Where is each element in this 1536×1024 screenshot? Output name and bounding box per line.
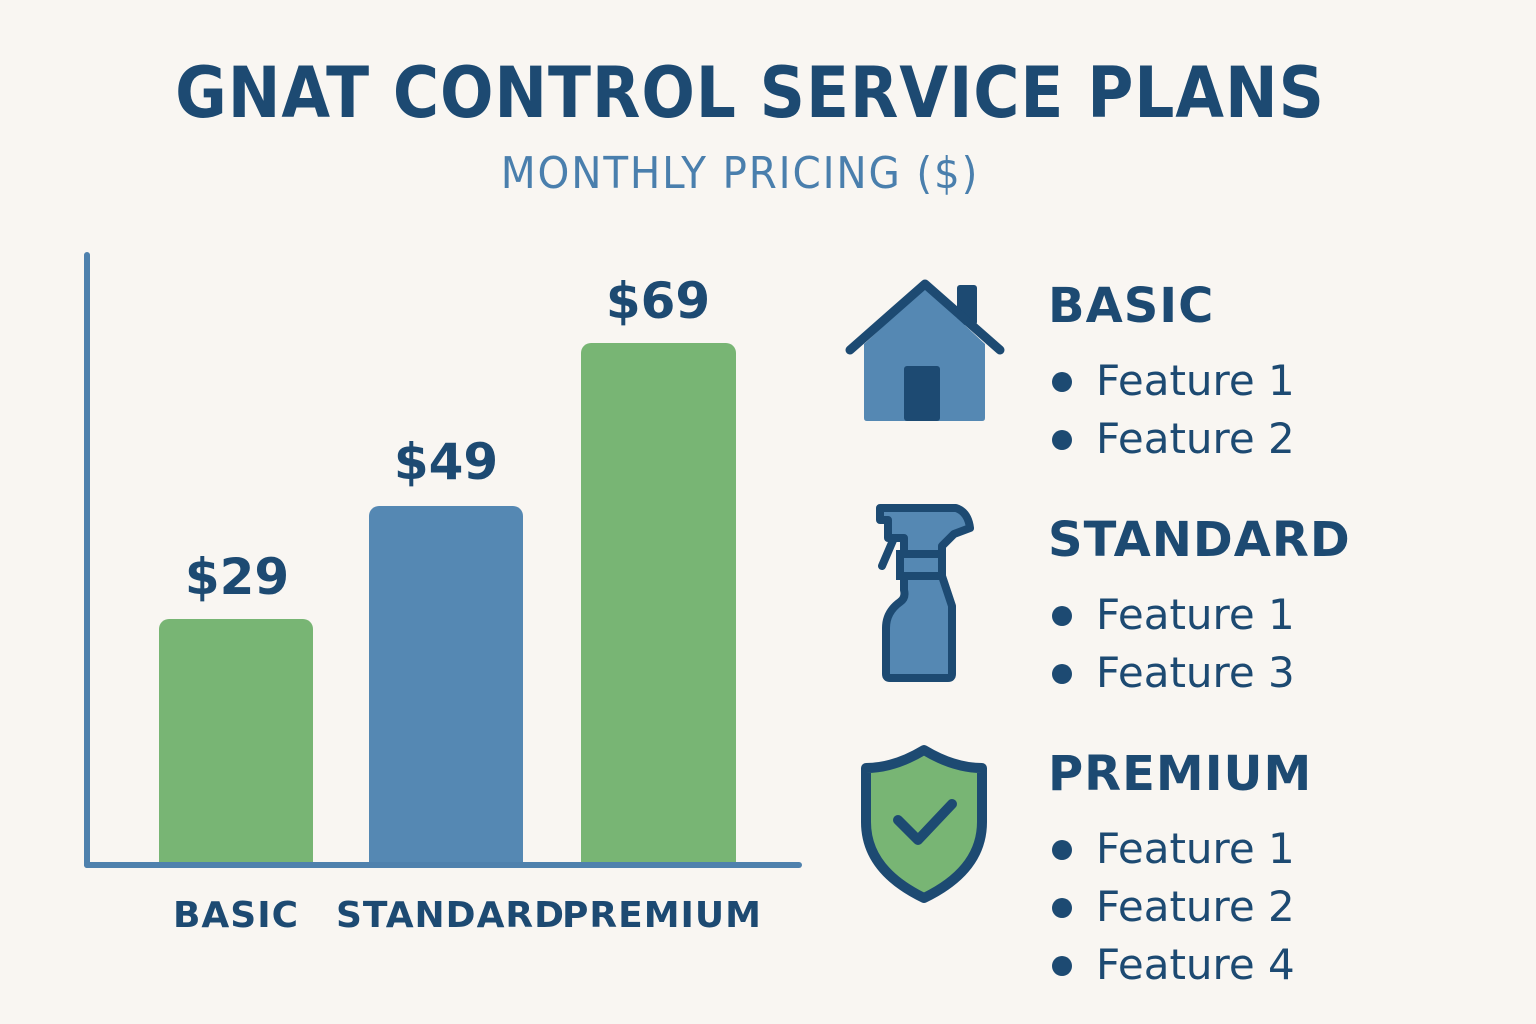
- plan-name-standard: STANDARD: [1048, 512, 1351, 568]
- plan-name-basic: BASIC: [1048, 278, 1215, 334]
- spray-bottle-icon: [870, 498, 980, 692]
- bar-basic: [159, 619, 313, 865]
- bar-label-standard: STANDARD: [336, 895, 566, 936]
- bullet-icon: [1052, 956, 1072, 976]
- house-icon: [840, 278, 1010, 432]
- feature-item: Feature 1: [1050, 586, 1295, 644]
- bar-label-basic: BASIC: [172, 895, 300, 936]
- bar-value-premium: $69: [605, 272, 711, 330]
- shield-check-icon: [854, 742, 994, 910]
- bar-value-standard: $49: [393, 433, 499, 491]
- bar-standard: [369, 506, 523, 865]
- bullet-icon: [1052, 372, 1072, 392]
- plan-basic: BASIC Feature 1 Feature 2: [840, 278, 1500, 478]
- feature-item: Feature 2: [1050, 878, 1295, 936]
- plan-premium: PREMIUM Feature 1 Feature 2 Feature 4: [840, 745, 1500, 1006]
- plan-name-premium: PREMIUM: [1048, 746, 1313, 802]
- feature-list-standard: Feature 1 Feature 3: [1050, 586, 1295, 702]
- bullet-icon: [1052, 898, 1072, 918]
- bar-value-basic: $29: [184, 548, 290, 606]
- feature-item: Feature 1: [1050, 352, 1295, 410]
- bar-label-premium: PREMIUM: [562, 895, 762, 936]
- page-title: GNAT CONTROL SERVICE PLANS: [175, 52, 1325, 134]
- y-axis: [84, 252, 90, 868]
- bullet-icon: [1052, 664, 1072, 684]
- bullet-icon: [1052, 430, 1072, 450]
- plan-standard: STANDARD Feature 1 Feature 3: [840, 504, 1500, 702]
- x-axis: [84, 862, 802, 868]
- feature-list-basic: Feature 1 Feature 2: [1050, 352, 1295, 468]
- feature-list-premium: Feature 1 Feature 2 Feature 4: [1050, 820, 1295, 994]
- bullet-icon: [1052, 606, 1072, 626]
- feature-item: Feature 3: [1050, 644, 1295, 702]
- bullet-icon: [1052, 840, 1072, 860]
- bar-chart: $29 BASIC $49 STANDARD $69 PREMIUM: [84, 252, 802, 936]
- bar-premium: [581, 343, 736, 865]
- page-subtitle: MONTHLY PRICING ($): [500, 148, 980, 199]
- feature-item: Feature 1: [1050, 820, 1295, 878]
- feature-item: Feature 4: [1050, 936, 1295, 994]
- feature-item: Feature 2: [1050, 410, 1295, 468]
